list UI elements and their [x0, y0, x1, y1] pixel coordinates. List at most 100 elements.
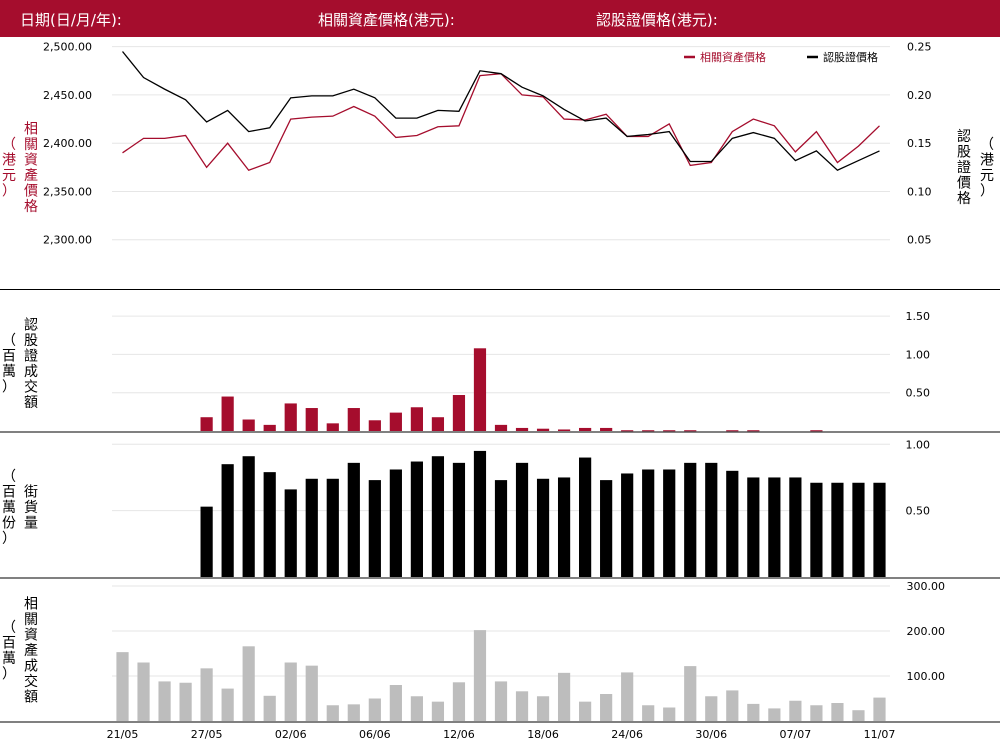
outstanding-bar — [221, 464, 234, 577]
warrant-turnover-bar — [452, 395, 466, 431]
underlying-turnover-bar — [158, 681, 171, 721]
underlying-turnover-bar — [137, 662, 150, 721]
underlying-price-label: 相關資產價格(港元): — [318, 11, 455, 29]
underlying-turnover-bar — [179, 682, 192, 721]
warrant-price-line — [122, 51, 880, 171]
warrant-turnover-tick: 0.50 — [906, 387, 931, 400]
underlying-turnover-bar — [789, 700, 802, 721]
legend-underlying-label: 相關資產價格 — [700, 50, 766, 64]
warrant-turnover-bar — [621, 430, 634, 432]
underlying-turnover-bar — [494, 681, 508, 721]
warrant-turnover-tick: 1.00 — [906, 348, 931, 361]
x-tick-label: 11/07 — [864, 728, 896, 741]
underlying-turnover-bar — [810, 705, 823, 721]
outstanding-bar — [284, 489, 297, 577]
underlying-price-axis-label: 相關資產價格 — [24, 121, 38, 215]
warrant-turnover-bar — [726, 430, 739, 432]
warrant-turnover-bar — [473, 348, 487, 431]
outstanding-bar — [831, 482, 844, 577]
warrant-turnover-bar — [305, 408, 318, 431]
underlying-turnover-bar — [263, 695, 276, 721]
warrant-turnover-bar — [242, 419, 255, 431]
outstanding-bar — [410, 461, 423, 577]
outstanding-bar — [536, 478, 550, 577]
outstanding-bar — [326, 478, 339, 577]
warrant-turnover-bar — [536, 428, 550, 431]
warrant-price-axis-label: 認股證價格 — [957, 129, 971, 207]
price-left-tick: 2,450.00 — [43, 89, 92, 102]
underlying-turnover-bar — [705, 696, 718, 721]
price-left-tick: 2,400.00 — [43, 137, 92, 150]
warrant-turnover-bar — [810, 430, 823, 432]
price-left-tick: 2,350.00 — [43, 185, 92, 198]
outstanding-bar — [200, 506, 213, 577]
underlying-turnover-bar — [221, 688, 234, 721]
outstanding-bar — [600, 480, 613, 577]
x-tick-label: 27/05 — [191, 728, 223, 741]
underlying-turnover-bar — [557, 672, 571, 721]
underlying-turnover-bar — [747, 703, 760, 721]
warrant-turnover-bar — [347, 408, 360, 431]
underlying-turnover-bar — [831, 703, 844, 721]
underlying-turnover-bar — [452, 682, 466, 721]
x-tick-label: 12/06 — [443, 728, 475, 741]
price-left-tick: 2,500.00 — [43, 41, 92, 54]
underlying-turnover-bar — [642, 705, 655, 721]
warrant-turnover-axis-unit: （百萬） — [2, 333, 16, 396]
underlying-turnover-tick: 100.00 — [907, 670, 946, 683]
underlying-turnover-bar — [242, 646, 255, 721]
warrant-turnover-bar — [600, 427, 613, 431]
outstanding-bar — [263, 472, 276, 577]
outstanding-bar — [642, 469, 655, 577]
warrant-turnover-bar — [515, 427, 529, 431]
warrant-turnover-bar — [263, 424, 276, 431]
warrant-turnover-tick: 1.50 — [906, 310, 931, 323]
x-tick-label: 18/06 — [527, 728, 559, 741]
underlying-turnover-bar — [726, 690, 739, 721]
underlying-turnover-bar — [536, 696, 550, 721]
price-left-tick: 2,300.00 — [43, 234, 92, 247]
underlying-turnover-bar — [347, 704, 360, 721]
warrant-turnover-bar — [747, 430, 760, 432]
outstanding-bar — [452, 462, 466, 577]
legend-warrant-label: 認股證價格 — [823, 50, 878, 64]
x-tick-label: 07/07 — [780, 728, 812, 741]
outstanding-bar — [431, 456, 445, 577]
price-turnover-chart: 2,500.00 2,450.00 2,400.00 2,350.00 2,300.00… — [0, 41, 1000, 741]
underlying-turnover-bar — [621, 672, 634, 721]
underlying-turnover-bar — [305, 665, 318, 721]
underlying-turnover-bar — [852, 710, 865, 721]
warrant-turnover-bar — [221, 396, 234, 431]
outstanding-bar — [557, 477, 571, 577]
warrant-turnover-bar — [431, 417, 445, 431]
warrant-turnover-bar — [663, 430, 676, 432]
underlying-price-axis-unit: （港元） — [2, 137, 16, 200]
outstanding-tick: 1.00 — [906, 438, 931, 451]
price-right-tick: 0.15 — [907, 137, 932, 150]
warrant-price-axis-unit: （港元） — [980, 137, 994, 200]
underlying-turnover-bar — [410, 696, 423, 721]
x-tick-label: 24/06 — [611, 728, 643, 741]
outstanding-bar — [768, 477, 781, 577]
warrant-turnover-bar — [494, 424, 508, 431]
warrant-turnover-bar — [389, 412, 402, 431]
underlying-turnover-bar — [431, 701, 445, 721]
price-right-tick: 0.25 — [907, 41, 932, 54]
outstanding-bar — [368, 480, 381, 577]
outstanding-bar — [347, 462, 360, 577]
outstanding-bar — [242, 456, 255, 577]
outstanding-bar — [726, 470, 739, 577]
warrant-turnover-bar — [368, 420, 381, 431]
underlying-turnover-axis-unit: （百萬） — [2, 620, 16, 683]
outstanding-bar — [789, 477, 802, 577]
underlying-turnover-bar — [473, 630, 487, 721]
warrant-turnover-bar — [284, 403, 297, 431]
outstanding-bar — [705, 462, 718, 577]
underlying-turnover-bar — [389, 685, 402, 721]
warrant-price-label: 認股證價格(港元): — [596, 11, 718, 29]
price-right-tick: 0.10 — [907, 185, 932, 198]
outstanding-bar — [515, 462, 529, 577]
outstanding-bar — [873, 482, 886, 577]
underlying-turnover-bar — [326, 705, 339, 721]
underlying-turnover-bar — [684, 666, 697, 721]
